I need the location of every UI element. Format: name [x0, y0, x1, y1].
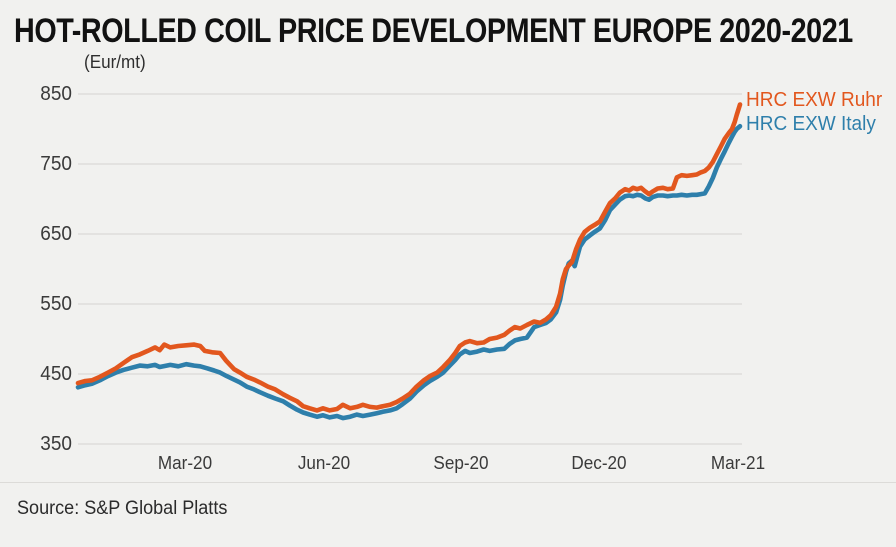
y-tick-label-750: 750: [40, 153, 72, 175]
chart-legend: HRC EXW Ruhr HRC EXW Italy: [746, 88, 882, 136]
y-tick-label-650: 650: [40, 223, 72, 245]
y-tick-label-550: 550: [40, 293, 72, 315]
chart-title: HOT-ROLLED COIL PRICE DEVELOPMENT EUROPE…: [14, 12, 853, 50]
footer-divider: [0, 482, 896, 483]
x-tick-label-dec-20: Dec-20: [571, 453, 627, 473]
y-tick-label-450: 450: [40, 363, 72, 385]
y-tick-label-850: 850: [40, 83, 72, 105]
y-axis-unit-label: (Eur/mt): [84, 52, 146, 72]
x-tick-label-sep-20: Sep-20: [433, 453, 489, 473]
series-line-hrc-exw-ruhr: [75, 102, 743, 413]
legend-label-hrc-exw-italy: HRC EXW Italy: [746, 113, 876, 135]
series-line-hrc-exw-italy: [75, 123, 743, 421]
x-tick-label-jun-20: Jun-20: [297, 453, 350, 473]
x-tick-label-mar-21: Mar-21: [710, 453, 766, 473]
legend-label-hrc-exw-ruhr: HRC EXW Ruhr: [746, 89, 883, 111]
source-attribution: Source: S&P Global Platts: [17, 498, 228, 519]
y-tick-label-350: 350: [40, 433, 72, 455]
x-tick-label-mar-20: Mar-20: [157, 453, 212, 473]
